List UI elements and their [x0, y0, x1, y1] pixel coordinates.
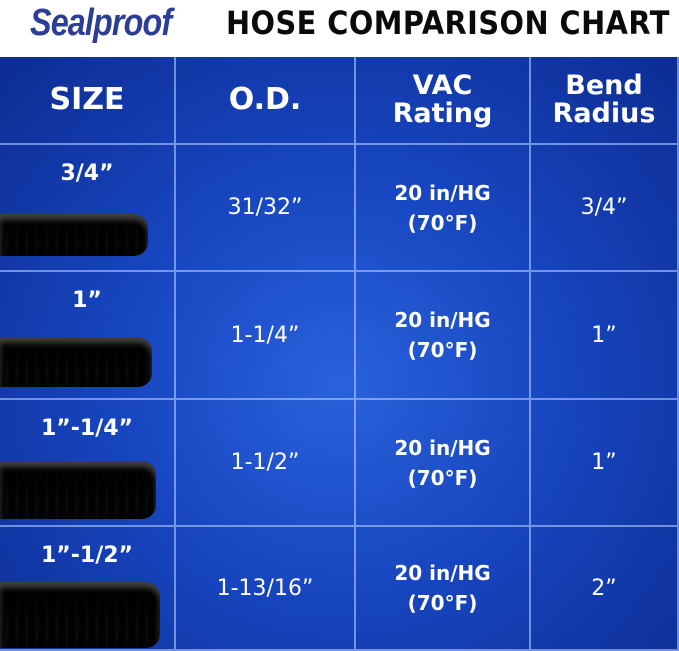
- size-label: 3/4”: [60, 161, 114, 186]
- table-cell: 1”: [531, 272, 679, 400]
- hose-image: [0, 337, 152, 387]
- comparison-table: SIZE O.D. VAC Rating Bend Radius 3/4” 31/32” 2…: [0, 57, 679, 651]
- table-cell: 20 in/HG (70°F): [356, 400, 531, 527]
- size-cell: 1”-1/4”: [0, 400, 176, 527]
- table-cell: 20 in/HG (70°F): [356, 527, 531, 651]
- brand-logo: Sealproof: [30, 2, 172, 44]
- table-cell: 20 in/HG (70°F): [356, 272, 531, 400]
- table-cell: 20 in/HG (70°F): [356, 145, 531, 272]
- size-label: 1”-1/4”: [40, 416, 133, 441]
- table-cell: 2”: [531, 527, 679, 651]
- hose-image: [0, 213, 148, 256]
- hose-image: [0, 460, 156, 519]
- column-header: VAC Rating: [356, 57, 531, 145]
- hose-image: [0, 582, 160, 648]
- size-label: 1”-1/2”: [40, 543, 133, 568]
- table-cell: 1-1/4”: [176, 272, 356, 400]
- table-cell: 1”: [531, 400, 679, 527]
- size-cell: 1”-1/2”: [0, 527, 176, 651]
- chart-title: HOSE COMPARISON CHART: [226, 4, 670, 42]
- table-cell: 3/4”: [531, 145, 679, 272]
- size-cell: 1”: [0, 272, 176, 400]
- column-header: SIZE: [0, 57, 176, 145]
- table-cell: 1-1/2”: [176, 400, 356, 527]
- table-cell: 1-13/16”: [176, 527, 356, 651]
- size-cell: 3/4”: [0, 145, 176, 272]
- column-header: Bend Radius: [531, 57, 679, 145]
- table-cell: 31/32”: [176, 145, 356, 272]
- size-label: 1”: [72, 288, 102, 313]
- column-header: O.D.: [176, 57, 356, 145]
